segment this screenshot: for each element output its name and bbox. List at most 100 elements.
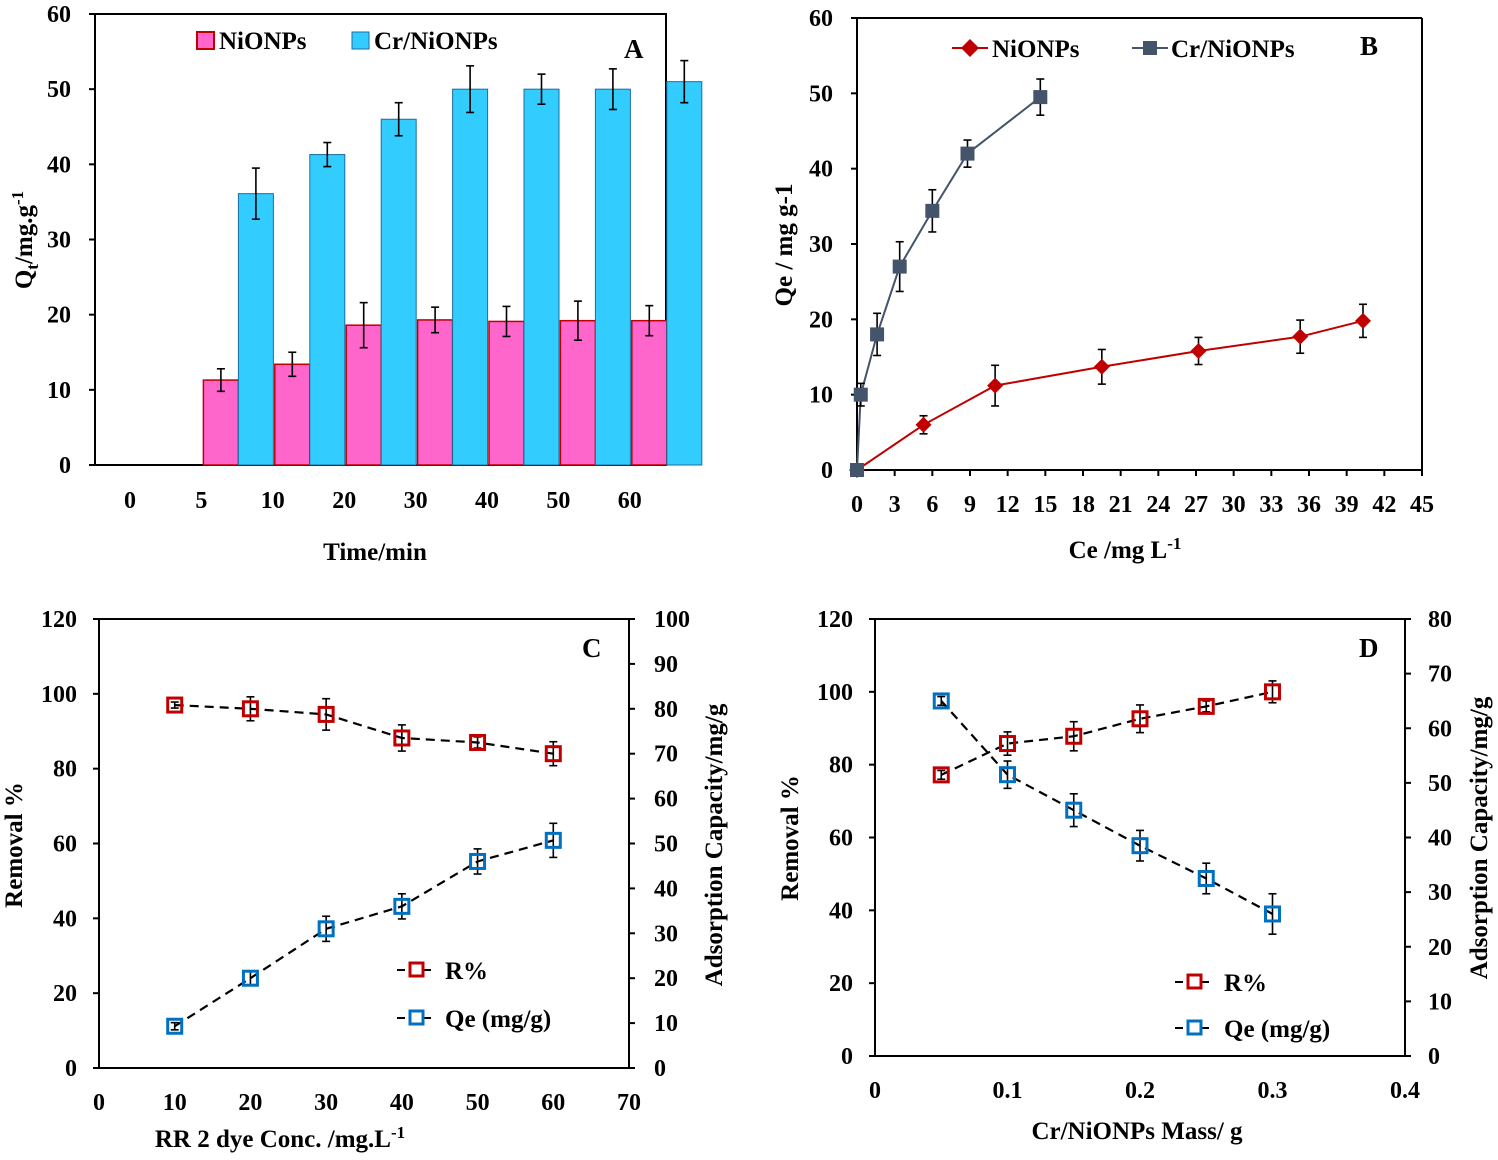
panel-c-y-tick-label: 0 (65, 1056, 77, 1082)
panel-b-y-tick-label: 20 (809, 307, 833, 333)
panel-b-point-cr-nionps (853, 387, 868, 402)
panel-a-y-tick-label: 40 (47, 152, 71, 178)
panel-d-legend-marker-qe (1186, 1019, 1203, 1036)
panel-d-y2-tick-label: 80 (1428, 607, 1452, 633)
panel-a-y-tick-label: 50 (47, 77, 71, 103)
panel-b-series-line-cr-nionps (856, 96, 1041, 471)
panel-a-label: A (624, 34, 644, 64)
panel-b-point-cr-nionps (850, 463, 864, 477)
panel-b-x-label-main: Ce /mg L (1069, 537, 1168, 564)
panel-c-legend-marker-qe (408, 1009, 425, 1026)
panel-b-legend-marker-nionps (961, 39, 979, 57)
panel-a-bar-nionps (631, 319, 668, 466)
panel-a-bar-cr-nionps (309, 154, 346, 466)
panel-b-x-label-sup: -1 (1167, 534, 1181, 553)
panel-a: 0 10 20 30 40 50 60 0 5 10 20 30 40 50 60 A Time/min Q… (8, 2, 703, 566)
panel-c-point-qe (544, 831, 562, 849)
panel-d-marks: 0 0.1 0.2 0.3 0.4 0 20 40 60 80 100 120 0 10 20 30 40 50 6… (817, 607, 1452, 1104)
panel-c-y-tick-label: 80 (53, 757, 77, 783)
panel-b-x-tick-label: 27 (1184, 492, 1208, 518)
panel-b-marks: 0 3 6 9 12 15 18 21 24 27 30 33 36 39 42 45010203040506… (809, 6, 1434, 518)
panel-a-y-tick-label: 10 (47, 378, 71, 404)
panel-c-x-tick-label: 10 (163, 1090, 187, 1116)
panel-d-series-line-qe (940, 700, 1274, 915)
panel-b-y-tick-label: 0 (821, 458, 833, 484)
panel-c-y-tick-label: 120 (41, 607, 77, 633)
panel-d-point-r (1197, 697, 1215, 715)
panel-d-label: D (1359, 633, 1379, 663)
panel-a-bar-nionps (488, 320, 525, 466)
panel-b-y-tick-label: 60 (809, 6, 833, 32)
panel-a-bar-nionps (416, 319, 454, 466)
panel-d-point-r (999, 735, 1016, 753)
panel-b-y-axis-label: Qe / mg g-1 (771, 184, 798, 307)
panel-b-legend-marker-cr-nionps (1143, 41, 1157, 55)
panel-c-point-r (393, 729, 411, 747)
panel-a-bar-cr-nionps (452, 88, 489, 466)
panel-d-y-tick-label: 100 (817, 680, 853, 706)
panel-c-y-tick-label: 100 (41, 682, 77, 708)
panel-c-x-label-sup: -1 (391, 1123, 405, 1142)
panel-d-point-r (1065, 727, 1083, 745)
panel-d-y2-tick-label: 40 (1428, 826, 1452, 852)
panel-a-bar-nionps (559, 319, 597, 466)
panel-b-x-tick-label: 30 (1222, 492, 1246, 518)
panel-b-x-tick-label: 45 (1410, 492, 1434, 518)
panel-d-x-tick-label: 0.1 (993, 1078, 1023, 1104)
panel-d-y-tick-label: 80 (829, 753, 853, 779)
panel-b-legend-label-nionps: NiONPs (992, 36, 1080, 63)
panel-a-x-tick-label: 0 (124, 488, 136, 514)
panel-b-point-cr-nionps (892, 259, 907, 274)
panel-a-y-axis-label: Qt/mg.g-1 (8, 191, 42, 289)
panel-a-legend-swatch-cr-nionps (351, 31, 370, 50)
panel-b-point-nionps (915, 416, 932, 433)
panel-d-y2-tick-label: 0 (1428, 1044, 1440, 1070)
panel-d-y-tick-label: 0 (841, 1044, 853, 1070)
panel-b-x-axis-label: Ce /mg L-1 (1069, 534, 1182, 564)
panel-b-point-cr-nionps (870, 327, 885, 342)
panel-a-y-label-main: Q (11, 270, 38, 289)
panel-d-y-axis-label: Removal % (777, 775, 804, 901)
panel-d-x-tick-label: 0.2 (1125, 1078, 1155, 1104)
panel-a-y-label-sub: t (23, 264, 42, 270)
panel-a-y-label-rest: /mg.g (11, 205, 38, 266)
panel-c-point-r (166, 696, 184, 714)
panel-a-legend-label-nionps: NiONPs (219, 28, 307, 55)
panel-d-y2-tick-label: 60 (1428, 716, 1452, 742)
panel-c-x-tick-label: 70 (617, 1090, 641, 1116)
panel-b-legend-label-cr-nionps: Cr/NiONPs (1171, 36, 1295, 63)
panel-a-legend-label-cr-nionps: Cr/NiONPs (374, 28, 498, 55)
panel-b-x-tick-label: 33 (1259, 492, 1283, 518)
panel-b-point-nionps (1093, 358, 1110, 375)
panel-c-point-r (469, 733, 487, 751)
panel-c-label: C (582, 633, 602, 663)
panel-c-point-qe (469, 852, 487, 870)
panel-c: 0 10 20 30 40 50 60 70 0 20 40 60 80 100 120 0 10 20 30 40 5… (1, 607, 728, 1153)
panel-c-series-line-qe (174, 839, 554, 1028)
panel-c-x-tick-label: 20 (238, 1090, 262, 1116)
panel-a-x-tick-label: 40 (475, 488, 499, 514)
panel-b-x-tick-label: 39 (1335, 492, 1359, 518)
panel-b-x-tick-label: 3 (889, 492, 901, 518)
panel-b-x-tick-label: 0 (851, 492, 863, 518)
panel-b-y-tick-label: 50 (809, 81, 833, 107)
panel-c-marks: 0 10 20 30 40 50 60 70 0 20 40 60 80 100 120 0 10 20 30 40 5… (41, 607, 690, 1116)
panel-a-bar-nionps (202, 379, 240, 466)
panel-a-x-tick-label: 20 (332, 488, 356, 514)
panel-c-y-tick-label: 60 (53, 832, 77, 858)
panel-b-x-tick-label: 18 (1071, 492, 1095, 518)
panel-d-y-tick-label: 120 (817, 607, 853, 633)
panel-a-bar-cr-nionps (666, 81, 703, 466)
panel-b: 0 3 6 9 12 15 18 21 24 27 30 33 36 39 42 45010203040506… (771, 6, 1434, 564)
panel-d: 0 0.1 0.2 0.3 0.4 0 20 40 60 80 100 120 0 10 20 30 40 50 6… (777, 607, 1493, 1145)
panel-c-y2-tick-label: 40 (654, 876, 678, 902)
panel-d-x-axis-label: Cr/NiONPs Mass/ g (1031, 1118, 1243, 1145)
panel-d-legend-label-qe: Qe (mg/g) (1224, 1016, 1330, 1043)
panel-c-x-axis-label: RR 2 dye Conc. /mg.L-1 (155, 1123, 405, 1153)
panel-c-x-label-main: RR 2 dye Conc. /mg.L (155, 1126, 391, 1153)
panel-d-y2-axis-label: Adsorption Capacity/mg/g (1466, 696, 1493, 979)
panel-d-x-tick-label: 0 (869, 1078, 881, 1104)
panel-b-point-cr-nionps (960, 146, 975, 161)
panel-d-point-qe (1131, 837, 1149, 855)
panel-c-y2-tick-label: 100 (654, 607, 690, 633)
